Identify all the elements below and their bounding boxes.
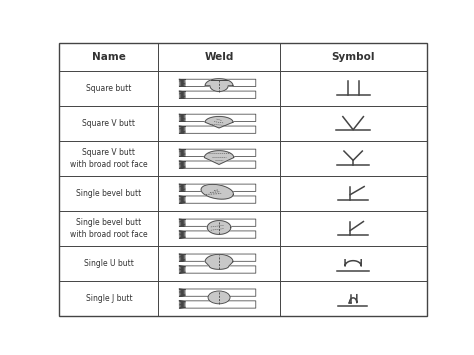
Polygon shape [205,79,233,92]
Polygon shape [179,231,256,238]
Text: Single bevel butt: Single bevel butt [76,189,141,198]
Polygon shape [179,184,256,191]
Polygon shape [179,91,256,98]
Ellipse shape [208,291,230,304]
Polygon shape [204,151,234,164]
Text: Single U butt: Single U butt [84,259,134,268]
Polygon shape [205,116,233,128]
Polygon shape [207,220,231,234]
Polygon shape [179,161,256,168]
Text: Single bevel butt
with broad root face: Single bevel butt with broad root face [70,218,148,239]
Text: Single J butt: Single J butt [85,294,132,303]
Text: Name: Name [92,52,126,62]
Polygon shape [179,126,256,133]
Text: Weld: Weld [204,52,234,62]
Text: Square V butt: Square V butt [82,119,136,128]
Polygon shape [179,114,256,121]
Polygon shape [179,301,256,308]
Text: Square butt: Square butt [86,84,131,93]
Polygon shape [179,79,256,87]
Polygon shape [179,289,256,296]
Text: Square V butt
with broad root face: Square V butt with broad root face [70,148,148,169]
Polygon shape [205,254,233,269]
Polygon shape [179,266,256,273]
Polygon shape [179,219,256,226]
Polygon shape [179,254,256,261]
Polygon shape [179,196,256,203]
Text: Symbol: Symbol [331,52,375,62]
Polygon shape [201,184,233,199]
Polygon shape [179,149,256,157]
